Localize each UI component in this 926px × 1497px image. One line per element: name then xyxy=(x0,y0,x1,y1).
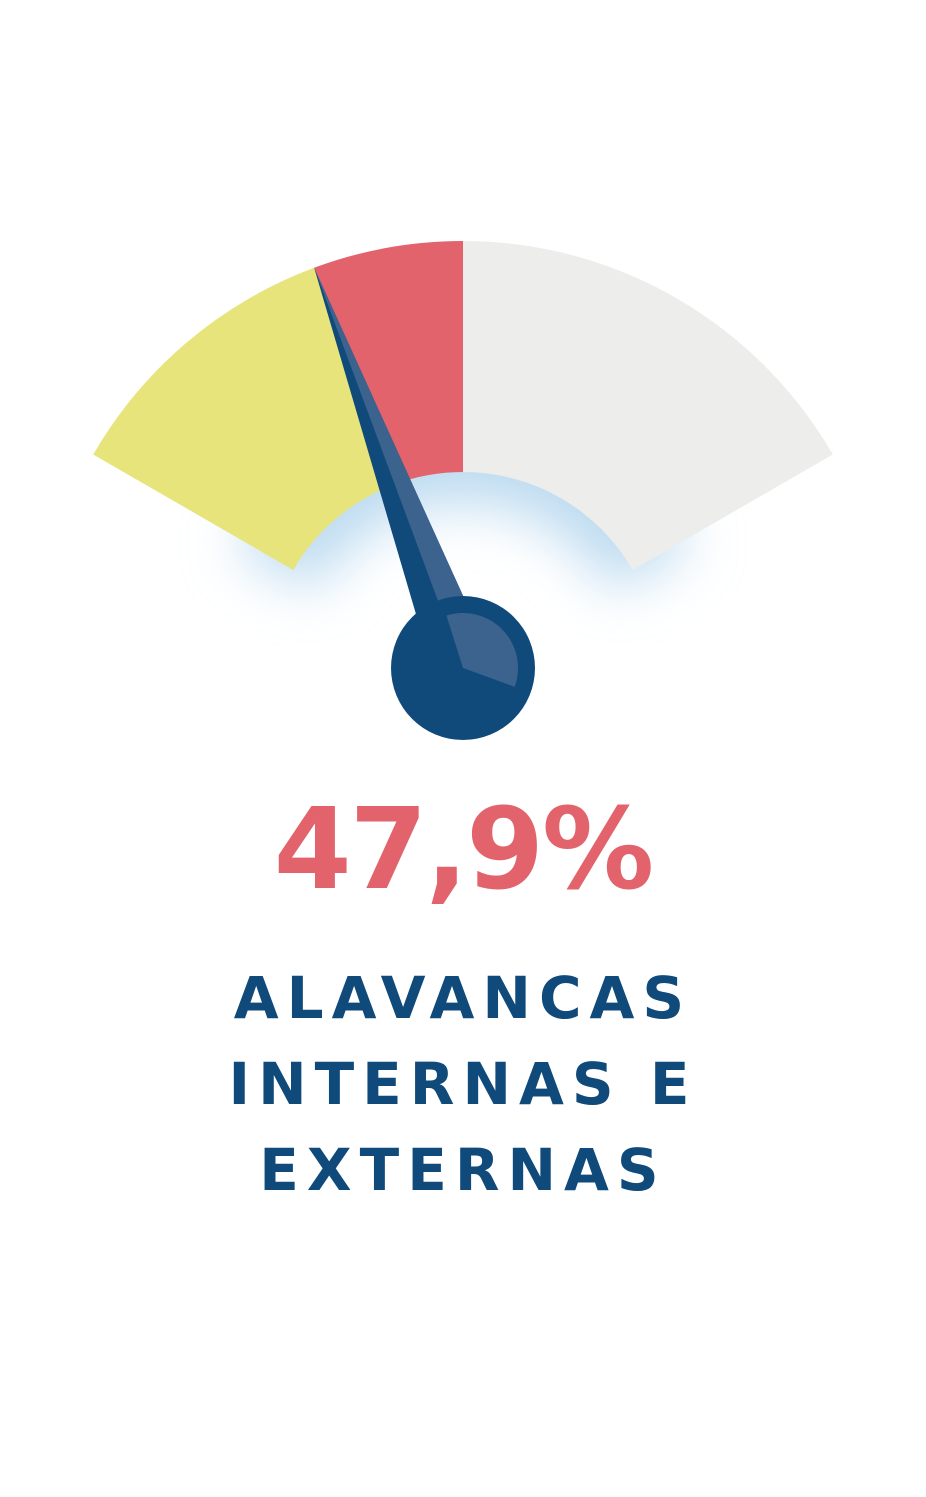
needle-pointer-highlight xyxy=(314,267,492,668)
gauge-segment-1 xyxy=(93,267,395,570)
gauge-chart xyxy=(93,241,833,740)
gauge-needle xyxy=(314,267,535,740)
gauge-value-label: 47,9% xyxy=(273,785,655,915)
gauge-segment-2 xyxy=(314,241,463,485)
caption-line-3: EXTERNAS xyxy=(259,1136,667,1204)
needle-hub-highlight xyxy=(446,612,518,687)
caption-line-2: INTERNAS E xyxy=(228,1050,698,1118)
gauge-caption: ALAVANCAS INTERNAS E EXTERNAS xyxy=(0,955,926,1213)
gauge-segments xyxy=(93,241,833,570)
caption-line-1: ALAVANCAS xyxy=(233,964,693,1032)
gauge-segment-3 xyxy=(463,241,833,570)
